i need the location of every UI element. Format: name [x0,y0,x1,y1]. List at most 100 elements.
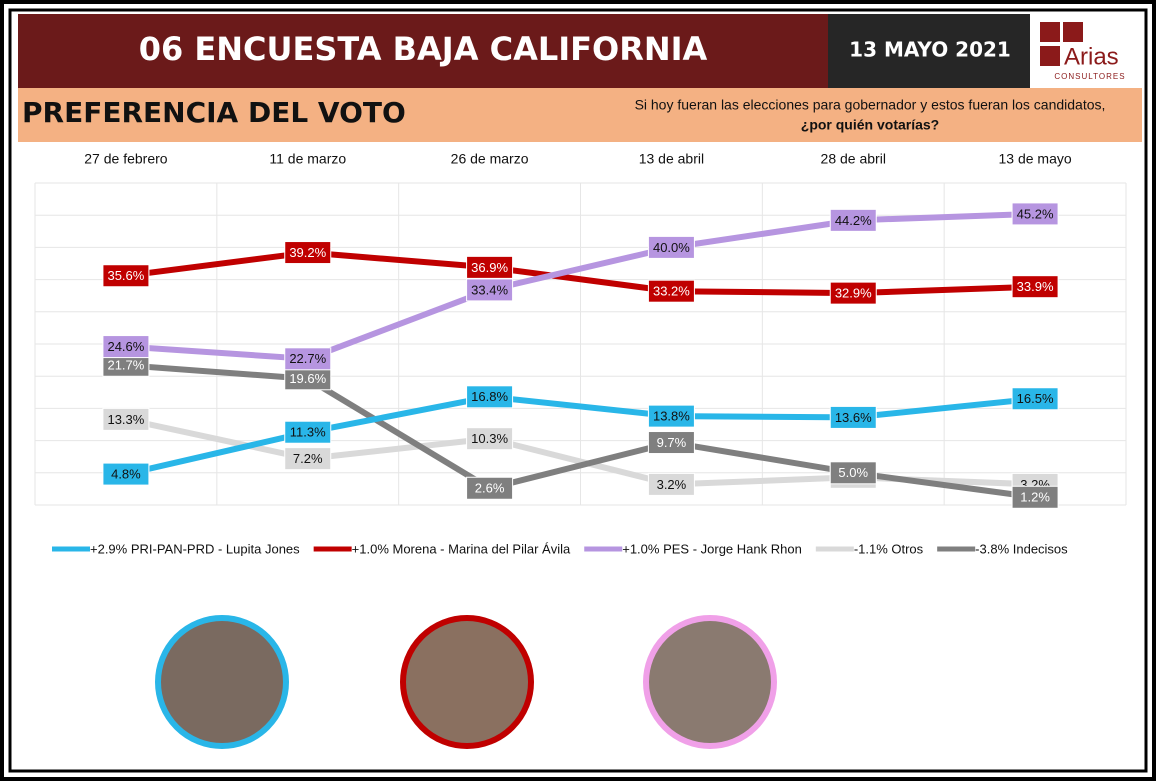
data-label: 36.9% [466,255,514,279]
data-point [647,235,695,259]
data-point [284,420,332,444]
data-label-text: 13.6% [835,410,872,425]
data-label: 7.2% [284,447,332,471]
data-label: 2.6% [466,476,514,500]
data-label-text: 16.8% [471,389,508,404]
series-line [125,210,1036,362]
data-label-text: 35.6% [107,268,144,283]
x-tick-label: 13 de abril [639,151,704,167]
data-label-text: 7.2% [293,451,323,466]
data-point [466,476,514,500]
data-point [829,208,877,232]
logo-icon [1040,22,1060,42]
data-label: 4.8% [102,462,150,486]
data-label-text: 19.6% [289,371,326,386]
data-label: 35.6% [102,264,150,288]
data-label: 22.7% [284,347,332,371]
data-point [647,472,695,496]
data-label-text: 44.2% [835,213,872,228]
title-bar [18,14,828,88]
legend-label: +2.9% PRI-PAN-PRD - Lupita Jones [90,541,300,556]
data-label: 39.2% [284,241,332,265]
question: Si hoy fueran las elecciones para gobern… [635,97,1106,113]
data-label: 1.2% [1011,485,1059,509]
data-point [466,278,514,302]
photo [643,615,777,749]
data-label-text: 2.6% [475,481,505,496]
data-label-text: 39.2% [289,245,326,260]
legend-label: -3.8% Indecisos [975,541,1068,556]
data-label: 9.7% [647,431,695,455]
data-label: 45.2% [1011,202,1059,226]
legend-label: -1.1% Otros [854,541,924,556]
section-title: PREFERENCIA DEL VOTO [22,96,406,129]
series-line [125,249,1036,297]
date-bar [828,14,1030,88]
data-label-text: 16.5% [1017,391,1054,406]
data-label: 16.5% [1011,387,1059,411]
inner-frame [8,8,1148,773]
title: 06 ENCUESTA BAJA CALIFORNIA [139,30,708,68]
data-label: 44.2% [829,208,877,232]
data-label: 33.2% [647,279,695,303]
x-tick-label: 13 de mayo [998,151,1071,167]
data-label: 33.9% [1011,275,1059,299]
data-label-text: 4.8% [111,467,141,482]
data-point [1011,275,1059,299]
data-label: 13.6% [829,405,877,429]
data-point [466,427,514,451]
data-point [102,407,150,431]
data-label-text: 33.4% [471,282,508,297]
data-point [1011,387,1059,411]
data-label-text: 22.7% [289,351,326,366]
data-label-text: 1.2% [1020,490,1050,505]
data-label-text: 32.9% [835,286,872,301]
data-point [102,462,150,486]
x-tick-label: 26 de marzo [451,151,529,167]
data-label: 24.6% [102,335,150,359]
photo [400,615,534,749]
data-point [647,279,695,303]
data-label-text: 10.3% [471,431,508,446]
data-label-text: 5.0% [838,465,868,480]
data-label: 21.7% [102,353,150,377]
x-tick-label: 27 de febrero [84,151,167,167]
legend-label: +1.0% PES - Jorge Hank Rhon [622,541,802,556]
date: 13 MAYO 2021 [849,38,1011,62]
data-label: 13.3% [102,407,150,431]
data-point [284,347,332,371]
logo-text: Arias [1064,43,1119,70]
series-line [125,393,1036,478]
x-tick-label: 28 de abril [821,151,886,167]
data-point [102,335,150,359]
data-label-text: 33.2% [653,284,690,299]
data-point [102,264,150,288]
data-label-text: 36.9% [471,260,508,275]
data-label: 19.6% [284,367,332,391]
data-label-text: 33.9% [1017,279,1054,294]
data-point [284,241,332,265]
legend-label: +1.0% Morena - Marina del Pilar Ávila [352,541,571,556]
x-tick-label: 11 de marzo [269,151,346,167]
data-label: 11.3% [284,420,332,444]
data-label: 3.2% [647,472,695,496]
data-point [647,431,695,455]
data-point [1011,485,1059,509]
data-point [284,447,332,471]
data-point [647,404,695,428]
data-label: 13.8% [647,404,695,428]
data-point [829,281,877,305]
data-label: 32.9% [829,281,877,305]
series-line [125,362,1036,501]
data-label-text: 40.0% [653,240,690,255]
data-label: 40.0% [647,235,695,259]
data-point [1011,202,1059,226]
data-label-text: 9.7% [657,435,687,450]
data-label-text: 45.2% [1017,206,1054,221]
data-label-text: 11.3% [290,425,326,440]
data-label-text: 13.3% [107,412,144,427]
data-label-text: 24.6% [107,339,144,354]
data-label: 33.4% [466,278,514,302]
candidate-photos [155,615,777,749]
